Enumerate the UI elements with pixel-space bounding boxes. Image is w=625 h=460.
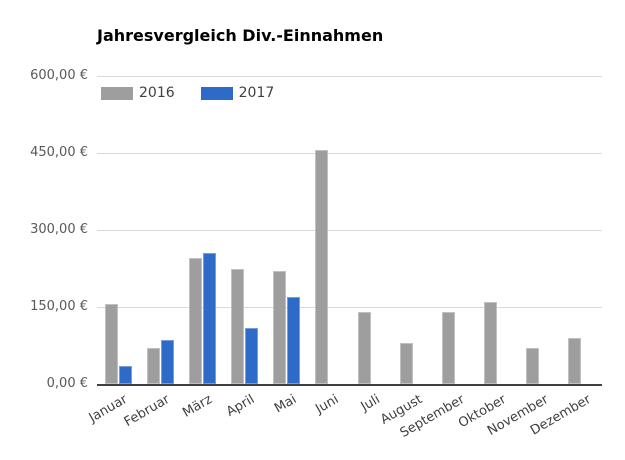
legend-swatch-2017-icon xyxy=(200,86,233,100)
bar-2016-april xyxy=(231,268,245,384)
legend-item-2016: 2016 xyxy=(101,85,175,101)
bar-2016-mai xyxy=(273,271,287,384)
gridline-600 xyxy=(97,76,602,77)
bar-2016-juni xyxy=(315,150,329,384)
x-axis-label-juni: Juni xyxy=(312,392,341,417)
x-axis-label-februar: Februar xyxy=(121,392,173,430)
plot-area xyxy=(97,76,602,386)
gridline-300 xyxy=(97,230,602,231)
bar-2017-mai xyxy=(287,296,301,384)
bar-2017-januar xyxy=(119,366,132,384)
bar-2016-november xyxy=(525,348,539,384)
legend: 2016 2017 xyxy=(101,85,274,101)
x-axis-label-märz: März xyxy=(180,392,215,421)
legend-label-2017: 2017 xyxy=(238,85,275,101)
bar-2016-september xyxy=(441,312,455,384)
gridline-150 xyxy=(97,307,602,308)
legend-label-2016: 2016 xyxy=(139,85,175,101)
bar-2016-juli xyxy=(357,312,371,384)
gridline-450 xyxy=(97,153,602,154)
y-axis-tick-label: 300,00 € xyxy=(30,222,88,237)
x-axis-label-mai: Mai xyxy=(271,392,299,417)
bar-2017-april xyxy=(245,327,259,384)
bar-2016-august xyxy=(399,342,413,384)
bar-2016-oktober xyxy=(483,301,497,384)
y-axis-tick-label: 0,00 € xyxy=(46,376,88,391)
bar-2017-märz xyxy=(203,253,217,384)
x-axis-label-juli: Juli xyxy=(358,392,384,415)
bar-2016-dezember xyxy=(567,337,581,384)
legend-item-2017: 2017 xyxy=(200,85,275,101)
bar-2016-märz xyxy=(189,258,203,384)
y-axis-tick-label: 150,00 € xyxy=(30,299,88,314)
x-axis-label-april: April xyxy=(223,392,257,420)
legend-swatch-2016-icon xyxy=(101,86,133,100)
bar-2016-februar xyxy=(147,348,161,384)
y-axis-tick-label: 450,00 € xyxy=(30,145,88,160)
chart-title: Jahresvergleich Div.-Einnahmen xyxy=(97,26,384,45)
bar-2017-februar xyxy=(161,340,175,384)
bar-2016-januar xyxy=(105,304,118,384)
y-axis-tick-label: 600,00 € xyxy=(30,68,88,83)
